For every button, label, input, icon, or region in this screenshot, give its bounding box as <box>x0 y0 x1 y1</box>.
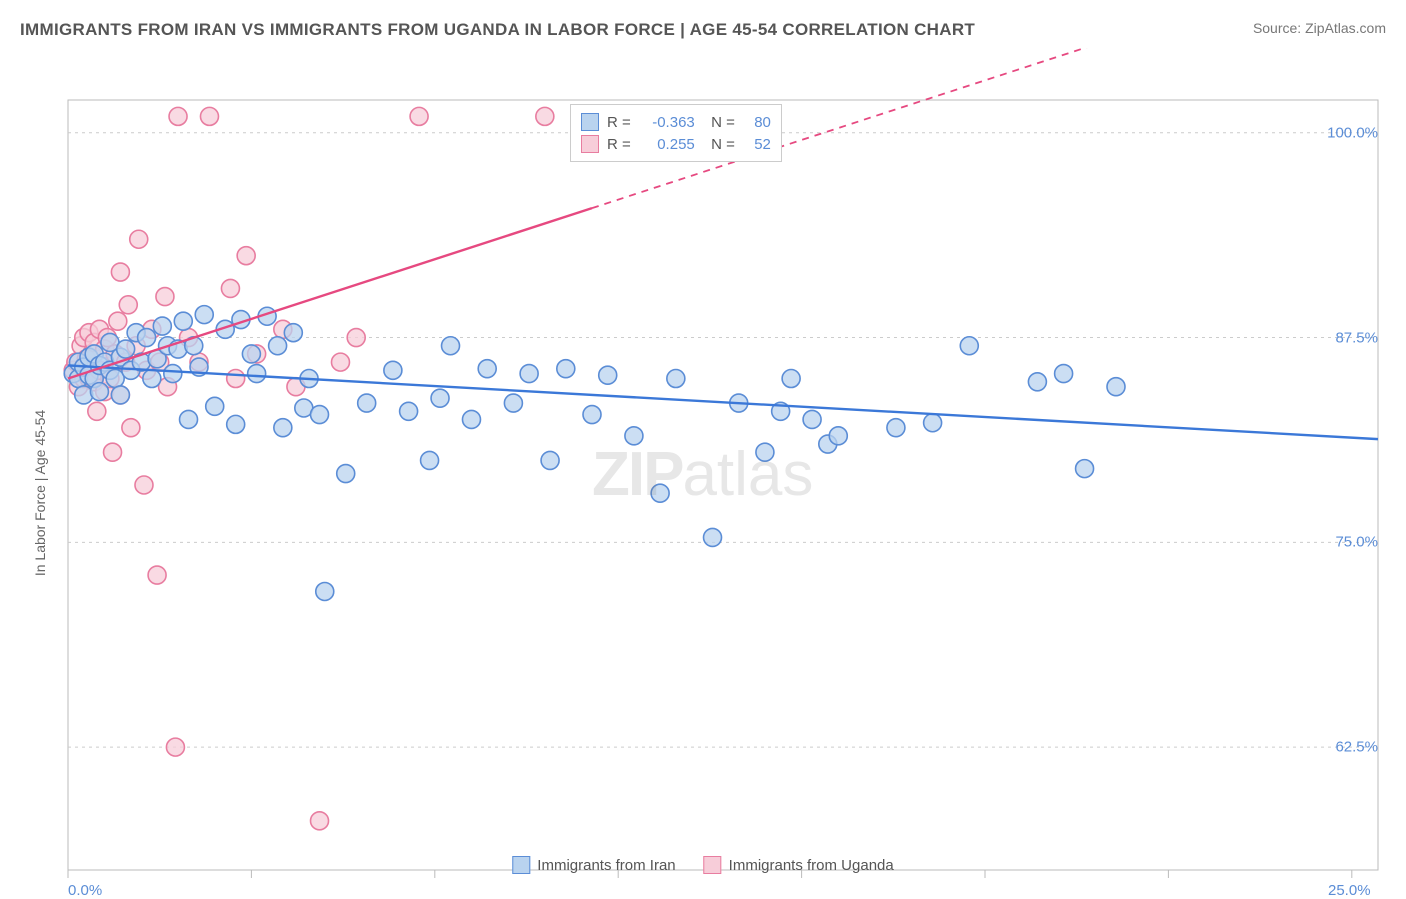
y-tick-label: 100.0% <box>1327 124 1378 141</box>
scatter-plot <box>20 48 1386 890</box>
legend-item: Immigrants from Iran <box>512 856 675 874</box>
stat-r: 0.255 <box>639 136 695 153</box>
correlation-stats-box: R = -0.363 N = 80 R = 0.255 N = 52 <box>570 104 782 162</box>
y-tick-label: 75.0% <box>1335 534 1378 551</box>
y-axis-label: In Labor Force | Age 45-54 <box>32 410 48 576</box>
legend-swatch <box>704 856 722 874</box>
stats-row: R = -0.363 N = 80 <box>581 111 771 133</box>
stats-row: R = 0.255 N = 52 <box>581 133 771 155</box>
stat-r: -0.363 <box>639 114 695 131</box>
chart-area: In Labor Force | Age 45-54 62.5% 75.0% 87.… <box>20 48 1386 895</box>
legend-swatch <box>581 113 599 131</box>
y-tick-label: 87.5% <box>1335 329 1378 346</box>
stat-n: 80 <box>743 114 771 131</box>
legend-item: Immigrants from Uganda <box>704 856 894 874</box>
legend-swatch <box>581 135 599 153</box>
legend-swatch <box>512 856 530 874</box>
legend-label: Immigrants from Uganda <box>729 857 894 874</box>
x-tick-label-min: 0.0% <box>68 882 102 899</box>
header: IMMIGRANTS FROM IRAN VS IMMIGRANTS FROM … <box>0 0 1406 48</box>
y-tick-label: 62.5% <box>1335 739 1378 756</box>
bottom-legend: Immigrants from Iran Immigrants from Ugan… <box>512 856 893 874</box>
x-tick-label-max: 25.0% <box>1328 882 1371 899</box>
source-attribution: Source: ZipAtlas.com <box>1253 20 1386 36</box>
stat-n: 52 <box>743 136 771 153</box>
chart-title: IMMIGRANTS FROM IRAN VS IMMIGRANTS FROM … <box>20 20 975 40</box>
legend-label: Immigrants from Iran <box>537 857 675 874</box>
